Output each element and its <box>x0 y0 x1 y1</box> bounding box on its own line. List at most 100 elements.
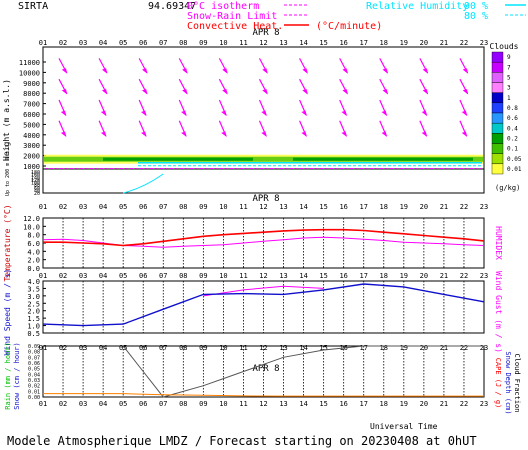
humidex-axis-label: HUMIDEX <box>494 226 503 260</box>
wind-arrow-head <box>141 131 147 137</box>
hour-label-rain: 04 <box>99 344 107 352</box>
hour-label-temp: 04 <box>99 203 107 211</box>
hour-label-bottom: 10 <box>219 400 227 408</box>
wind-arrow-head <box>381 131 388 137</box>
wind-tick-label: 1.0 <box>27 323 40 331</box>
colorbar-label: 7 <box>507 64 511 71</box>
low-height-tick-label: 100 <box>31 181 40 187</box>
wind-arrow-head <box>341 110 347 117</box>
height-tick-label: 8000 <box>23 90 40 98</box>
wind-arrow-head <box>421 131 428 137</box>
temperature-tick-label: 8.0 <box>27 232 40 240</box>
wind-arrow-head <box>261 110 267 117</box>
hour-label-top: 02 <box>59 39 67 47</box>
cloud-fraction-line <box>122 345 484 398</box>
hour-label-bottom: 05 <box>119 400 127 408</box>
hour-label-top: 08 <box>179 39 187 47</box>
legend-snow-label: Snow-Rain Limit <box>187 11 277 22</box>
hour-label-wind: 12 <box>259 272 267 280</box>
hour-label-bottom: 23 <box>480 400 488 408</box>
wind-arrow-head <box>101 89 108 95</box>
colorbar-label: 0.2 <box>507 135 518 142</box>
hour-label-temp: 22 <box>460 203 468 211</box>
wind-arrow-head <box>261 131 267 137</box>
colorbar-swatch <box>491 133 504 144</box>
hour-label-wind: 02 <box>59 272 67 280</box>
hour-label-bottom: 20 <box>420 400 428 408</box>
hour-label-bottom: 07 <box>159 400 167 408</box>
date-label: APR 8 <box>252 194 279 204</box>
hour-label-wind: 22 <box>460 272 468 280</box>
colorbar-label: 0.05 <box>507 156 522 163</box>
hour-label-temp: 03 <box>79 203 87 211</box>
rain-tick-label: 0.06 <box>28 361 40 367</box>
colorbar-label: 1 <box>507 95 511 102</box>
hour-label-bottom: 01 <box>39 400 47 408</box>
low-height-tick-label: 120 <box>31 178 40 184</box>
wind-arrow-head <box>182 89 188 95</box>
hour-label-wind: 06 <box>139 272 147 280</box>
colorbar-swatch <box>491 143 504 154</box>
wind-arrow-head <box>221 131 227 137</box>
wind-arrow-head <box>422 89 429 95</box>
wind-tick-label: 2.5 <box>27 300 40 308</box>
wind-arrow-head <box>222 68 228 74</box>
wind-arrow-head <box>262 89 268 95</box>
wind-arrow-head <box>462 89 469 95</box>
hour-label-top: 23 <box>480 39 488 47</box>
wind-arrow-head <box>222 89 228 95</box>
colorbar-swatch <box>491 61 504 73</box>
rain-tick-label: 0.00 <box>28 395 40 401</box>
hour-label-bottom: 15 <box>319 400 327 408</box>
wind-arrow-head <box>382 68 389 74</box>
height-tick-label: 10000 <box>19 69 40 77</box>
colorbar-unit: (g/kg) <box>495 184 520 192</box>
wind-arrow-head <box>60 110 67 117</box>
height-tick-label: 3000 <box>23 142 40 150</box>
hour-label-rain: 22 <box>460 344 468 352</box>
temperature-tick-label: 0.0 <box>27 265 40 273</box>
colorbar-swatch <box>491 72 504 83</box>
wind-arrow-head <box>141 110 147 117</box>
hour-label-bottom: 18 <box>380 400 388 408</box>
colorbar-label: 5 <box>507 74 511 81</box>
hour-label-top: 11 <box>239 39 247 47</box>
wind-axis-label: Wind Speed (m / s) <box>3 269 12 356</box>
hour-label-top: 12 <box>259 39 267 47</box>
colorbar-swatch <box>491 92 504 104</box>
rain-tick-label: 0.02 <box>28 384 40 390</box>
wind-arrow-head <box>221 110 227 117</box>
hour-label-rain: 09 <box>199 344 207 352</box>
hour-label-temp: 17 <box>360 203 368 211</box>
hour-label-temp: 08 <box>179 203 187 211</box>
hour-label-rain: 05 <box>119 344 127 352</box>
wind-arrow-head <box>100 131 107 137</box>
cloud-fraction-axis-label: Cloud Fraction <box>513 353 521 412</box>
hour-label-temp: 23 <box>480 203 488 211</box>
rain-axis-label: Rain (mm / hour) <box>4 342 12 409</box>
date-label: APR 8 <box>252 364 279 374</box>
hour-label-rain: 20 <box>420 344 428 352</box>
wind-arrow-head <box>301 131 307 137</box>
rain-tick-label: 0.07 <box>28 355 40 361</box>
hour-label-wind: 17 <box>360 272 368 280</box>
wind-arrow-head <box>342 89 348 95</box>
wind-arrow-head <box>302 68 308 74</box>
hour-label-rain: 15 <box>319 344 327 352</box>
hour-label-temp: 12 <box>259 203 267 211</box>
legend-conv-unit: (°C/minute) <box>316 21 382 32</box>
hour-label-temp: 19 <box>400 203 408 211</box>
colorbar-label: 0.4 <box>507 125 518 132</box>
hour-label-temp: 16 <box>339 203 347 211</box>
hour-label-wind: 16 <box>339 272 347 280</box>
height-tick-label: 5000 <box>23 121 40 129</box>
rain-tick-label: 0.08 <box>28 350 40 356</box>
hour-label-bottom: 21 <box>440 400 448 408</box>
wind-arrow-head <box>262 68 268 74</box>
hour-label-bottom: 08 <box>179 400 187 408</box>
snow-depth-axis-label: Snow Depth (cm) <box>504 351 512 414</box>
hour-label-top: 03 <box>79 39 87 47</box>
cape-axis-label: CAPE (J / g) <box>494 358 502 409</box>
wind-arrow-head <box>181 131 187 137</box>
hour-label-wind: 09 <box>199 272 207 280</box>
